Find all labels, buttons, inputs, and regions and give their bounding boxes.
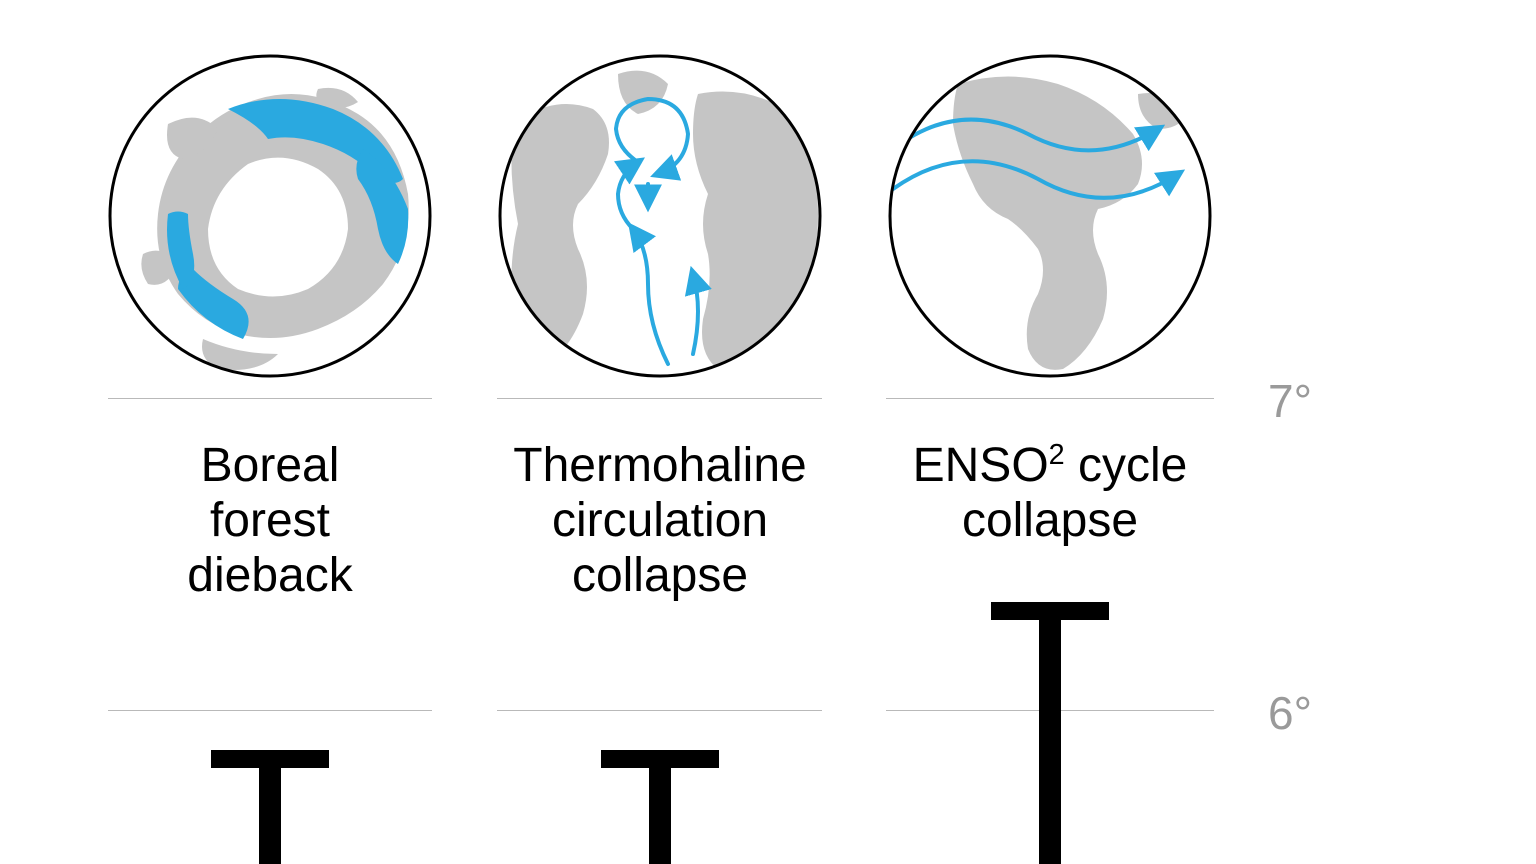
label-boreal-line1: Boreal [201,439,340,492]
gridline-6-b [497,710,822,711]
label-thermo-line3: collapse [572,549,748,602]
label-thermo-line2: circulation [552,494,768,547]
globe-enso [888,54,1212,378]
infographic-stage: 7° 6° [0,0,1536,864]
label-enso-html: ENSO2 cyclecollapse [913,439,1188,547]
label-enso: ENSO2 cyclecollapse [850,438,1250,548]
label-boreal: Boreal forest dieback [90,438,450,604]
axis-label-7: 7° [1268,374,1312,428]
label-thermo: Thermohaline circulation collapse [460,438,860,604]
gridline-6-a [108,710,432,711]
tmark-thermo [601,750,719,864]
tmark-enso [991,602,1109,864]
label-boreal-line3: dieback [187,549,352,602]
gridline-7-b [497,398,822,399]
tmark-boreal [211,750,329,864]
label-thermo-line1: Thermohaline [513,439,806,492]
axis-label-6: 6° [1268,686,1312,740]
gridline-7-a [108,398,432,399]
gridline-7-c [886,398,1214,399]
label-boreal-line2: forest [210,494,330,547]
globe-thermohaline [498,54,822,378]
globe-boreal [108,54,432,378]
